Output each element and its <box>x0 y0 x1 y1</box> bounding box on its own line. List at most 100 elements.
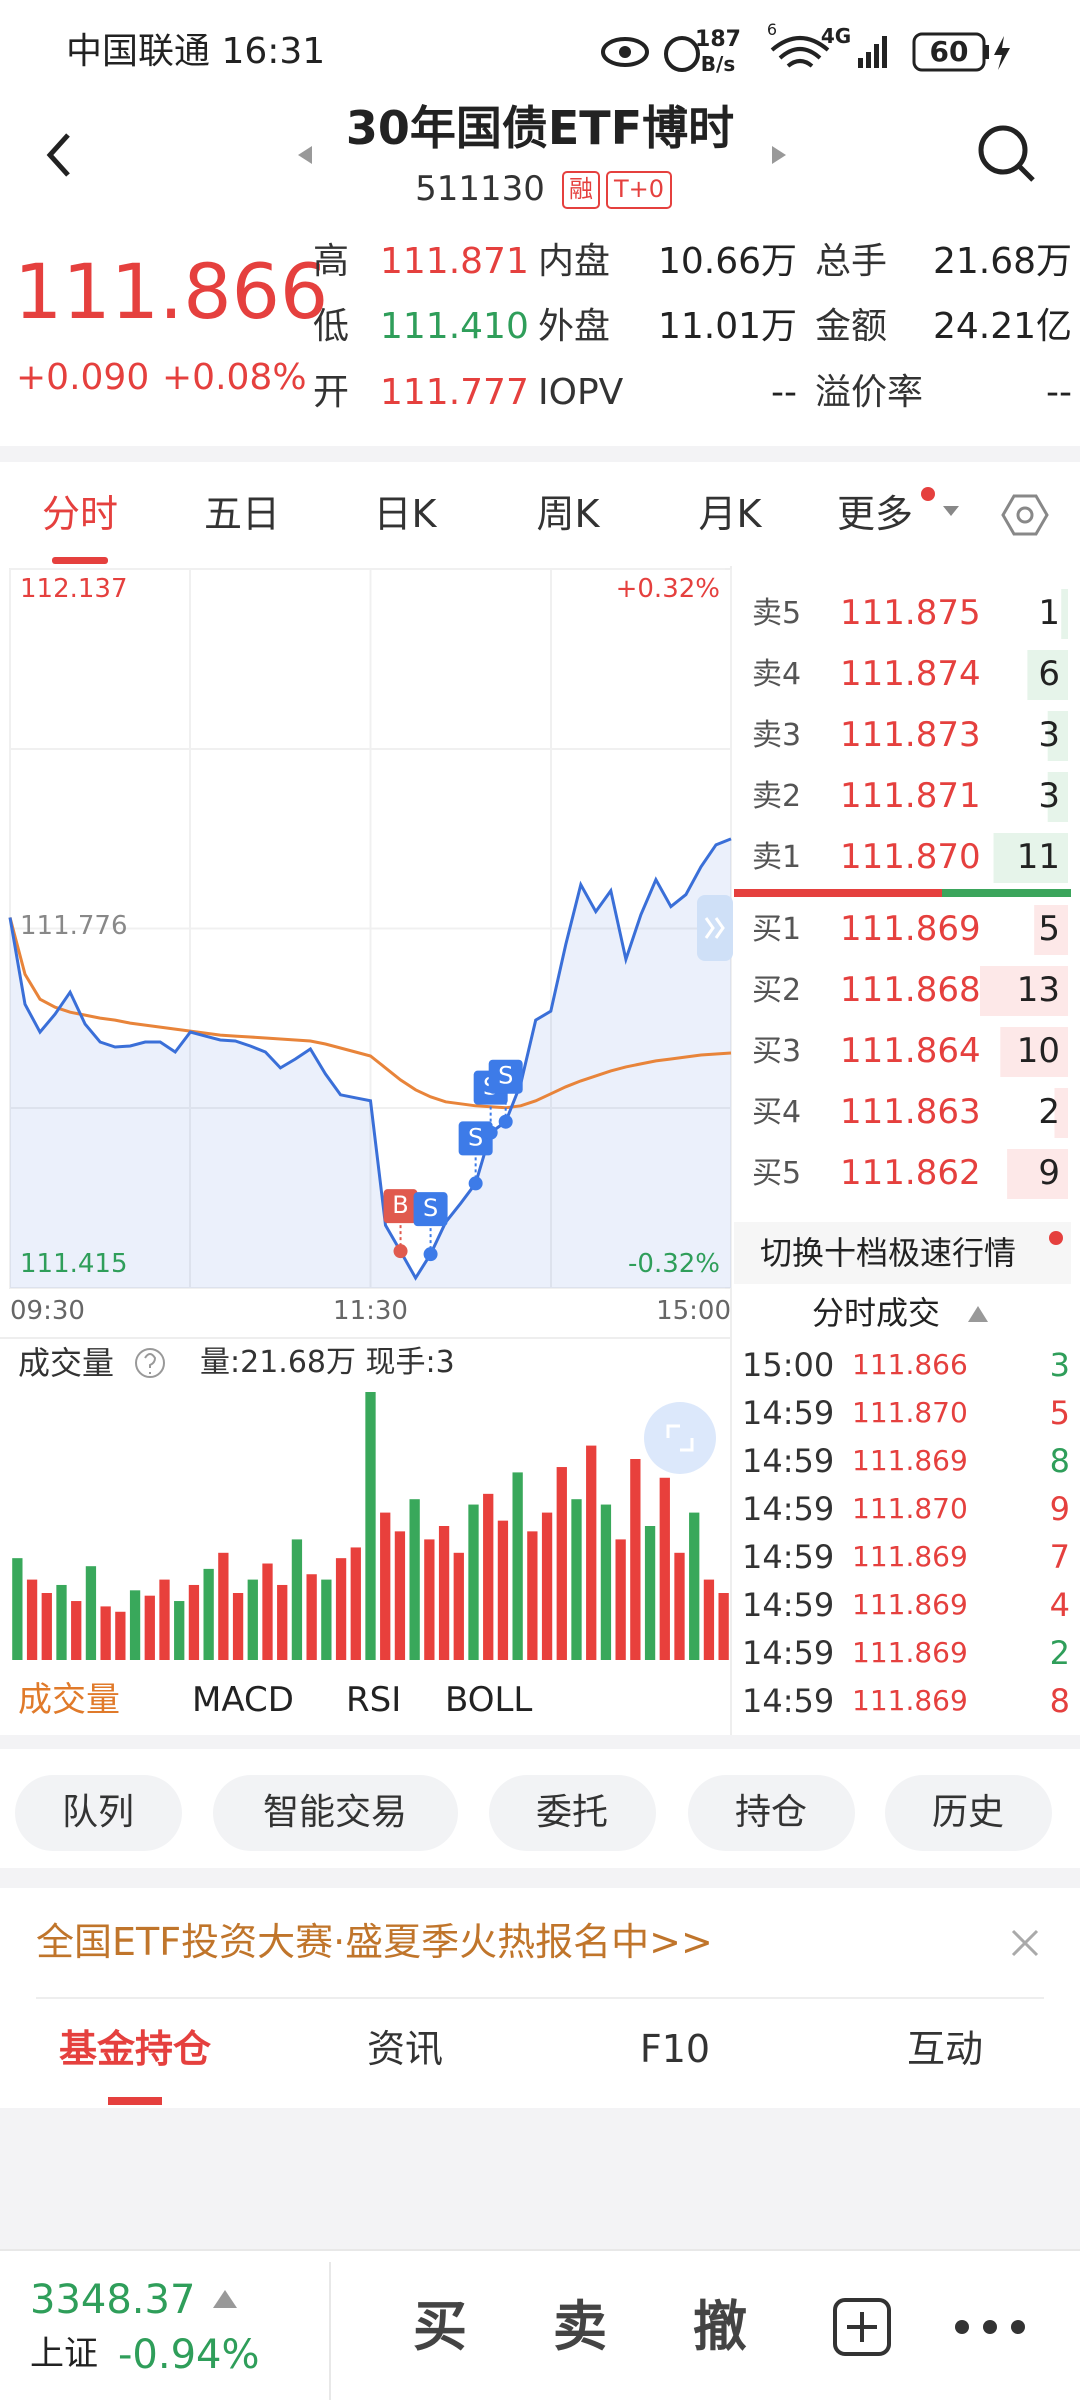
qty-bar <box>1061 589 1068 639</box>
next-arrow[interactable] <box>772 146 786 164</box>
section-tab[interactable]: 资讯 <box>366 2027 443 2072</box>
stat-label: 内盘 <box>538 240 611 282</box>
book-price: 111.874 <box>840 654 981 695</box>
indicator-tab[interactable]: BOLL <box>445 1680 533 1721</box>
y-tick-label: 112.137 <box>20 573 128 604</box>
volume-bar <box>129 1590 141 1660</box>
stat-value: 11.01万 <box>657 306 797 348</box>
trade-marker <box>383 1189 418 1224</box>
prev-arrow[interactable] <box>298 146 312 164</box>
marker-label: S <box>498 1062 513 1090</box>
book-label: 买5 <box>752 1156 802 1191</box>
trade-price: 111.869 <box>852 1636 968 1670</box>
book-price: 111.868 <box>840 970 981 1011</box>
chart-tab[interactable]: 五日 <box>203 492 280 537</box>
chart-tab[interactable]: 分时 <box>41 492 118 537</box>
average-line <box>8 917 732 1110</box>
switch-bg[interactable] <box>734 1222 1071 1284</box>
chart-tab[interactable]: 更多 <box>836 492 913 537</box>
stat-value: 111.777 <box>380 371 529 413</box>
book-label: 买1 <box>752 912 802 947</box>
trade-time: 14:59 <box>742 1393 835 1432</box>
section-tab[interactable]: F10 <box>639 2027 711 2072</box>
chart-tab[interactable]: 日K <box>373 492 437 537</box>
pill-button[interactable] <box>688 1775 855 1851</box>
wifi-label: 6 <box>766 19 778 39</box>
action-button[interactable]: 队列 <box>61 1791 134 1833</box>
qty-bar <box>993 833 1068 883</box>
pill-button[interactable] <box>15 1775 182 1851</box>
volume-bar <box>100 1606 111 1660</box>
search-button[interactable] <box>978 125 1028 175</box>
book-qty: 3 <box>1038 715 1060 756</box>
marker-label: S <box>468 1123 483 1151</box>
ratio-bar-red <box>734 889 942 897</box>
volume-bar <box>718 1593 729 1660</box>
volume-bar <box>218 1552 229 1660</box>
collapse-button[interactable] <box>697 895 733 961</box>
expand-button[interactable] <box>644 1402 716 1474</box>
x-tick-label: 09:30 <box>10 1295 85 1326</box>
volume-bar <box>41 1593 52 1660</box>
stat-label: 低 <box>313 306 350 348</box>
trade-marker <box>458 1121 493 1156</box>
more-button[interactable] <box>955 2320 1025 2334</box>
trade-action[interactable]: 撤 <box>693 2295 747 2359</box>
volume-bar <box>365 1392 376 1660</box>
pill-button[interactable] <box>213 1775 458 1851</box>
volume-bar <box>144 1595 155 1660</box>
last-price: 111.866 <box>14 246 329 336</box>
network-label: 4G <box>820 24 852 48</box>
tab-underline <box>52 557 108 564</box>
volume-bar <box>159 1579 170 1660</box>
index-change: -0.94% <box>118 2332 260 2378</box>
book-label: 买4 <box>752 1095 802 1130</box>
volume-bar <box>527 1531 538 1660</box>
stat-value: 111.410 <box>380 306 529 348</box>
book-qty: 13 <box>1016 970 1060 1011</box>
back-button[interactable] <box>46 133 70 177</box>
action-button[interactable]: 历史 <box>931 1791 1004 1833</box>
wifi-icon <box>770 36 830 68</box>
pill-button[interactable] <box>885 1775 1052 1851</box>
trade-price: 111.870 <box>852 1396 968 1430</box>
indicator-tab[interactable]: 成交量 <box>18 1680 120 1721</box>
action-button[interactable]: 委托 <box>535 1791 608 1833</box>
close-button[interactable] <box>1011 1929 1039 1957</box>
chart-tab[interactable]: 周K <box>536 492 600 537</box>
x-tick-label: 15:00 <box>656 1295 731 1326</box>
book-price: 111.869 <box>840 909 981 950</box>
volume-bar <box>232 1593 244 1660</box>
pill-button[interactable] <box>489 1775 656 1851</box>
tag: T+0 <box>613 175 665 204</box>
index-value: 3348.37 <box>30 2277 196 2323</box>
trade-qty: 5 <box>1049 1393 1070 1432</box>
indicator-tab[interactable]: RSI <box>346 1680 402 1721</box>
stat-label: 溢价率 <box>815 371 924 413</box>
add-button[interactable] <box>833 2298 891 2356</box>
promo-banner[interactable]: 全国ETF投资大赛·盛夏季火热报名中>> <box>36 1920 713 1965</box>
index-arrow <box>213 2290 237 2308</box>
book-qty: 2 <box>1038 1092 1060 1133</box>
volume-bar <box>497 1520 509 1660</box>
settings-center <box>1016 506 1034 524</box>
chart-tab[interactable]: 月K <box>698 492 762 537</box>
section-tab[interactable]: 互动 <box>906 2027 983 2072</box>
section-tab[interactable]: 基金持仓 <box>58 2027 211 2072</box>
indicator-tab[interactable]: MACD <box>192 1680 294 1721</box>
marker-dot <box>468 1176 483 1191</box>
trade-time: 14:59 <box>742 1489 835 1528</box>
trade-action[interactable]: 买 <box>413 2295 467 2359</box>
action-button[interactable]: 智能交易 <box>262 1791 407 1833</box>
action-button[interactable]: 持仓 <box>734 1791 807 1833</box>
volume-bar <box>380 1512 391 1660</box>
help-icon[interactable] <box>135 1348 165 1378</box>
volume-bar <box>394 1531 406 1660</box>
settings-button[interactable] <box>1001 494 1049 536</box>
volume-bar <box>703 1579 715 1660</box>
trade-action[interactable]: 卖 <box>553 2295 607 2359</box>
trade-time: 14:59 <box>742 1441 835 1480</box>
qty-bar <box>1047 711 1068 761</box>
switch-link[interactable]: 切换十档极速行情 <box>759 1233 1016 1272</box>
